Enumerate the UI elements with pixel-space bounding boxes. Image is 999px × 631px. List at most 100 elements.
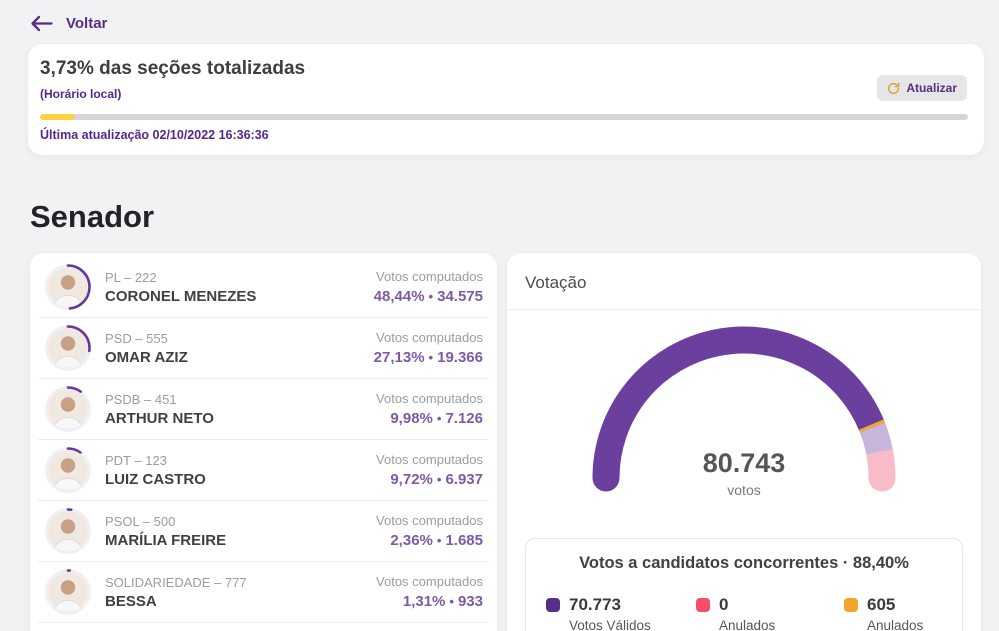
- legend-item-text: 70.773 Votos Válidos: [569, 595, 651, 631]
- candidate-avatar: [44, 568, 92, 616]
- candidate-row[interactable]: PSOL – 500 MARÍLIA FREIRE Votos computad…: [38, 501, 489, 562]
- candidate-identity: PDT – 123 LUIZ CASTRO: [105, 453, 206, 488]
- candidate-identity: PL – 222 CORONEL MENEZES: [105, 270, 256, 305]
- candidate-avatar: [44, 385, 92, 433]
- votacao-gauge: [592, 326, 896, 492]
- candidate-party: PSOL – 500: [105, 513, 176, 529]
- candidate-percent: 9,72%: [390, 471, 433, 488]
- candidate-identity: PSDB – 451 ARTHUR NETO: [105, 392, 214, 427]
- candidate-row[interactable]: PSD – 555 OMAR AZIZ Votos computados 27,…: [38, 318, 489, 379]
- legend-swatch: [844, 598, 858, 612]
- refresh-button[interactable]: Atualizar: [877, 75, 967, 101]
- legend-item-text: 605 Anulados Sub Judice: [867, 595, 942, 631]
- candidate-votes: 7.126: [445, 410, 483, 427]
- candidate-name: OMAR AZIZ: [105, 348, 188, 366]
- candidate-identity: PSD – 555 OMAR AZIZ: [105, 331, 188, 366]
- candidate-name: CORONEL MENEZES: [105, 287, 257, 305]
- votacao-card: Votação 80.743 votos Votos a candidatos …: [507, 253, 981, 631]
- candidate-votes: 933: [457, 593, 483, 610]
- candidate-name: MARÍLIA FREIRE: [105, 531, 227, 549]
- candidate-photo: [48, 450, 88, 490]
- votes-computed-label: Votos computados: [376, 391, 483, 406]
- candidate-avatar: [44, 507, 92, 555]
- vote-share-ring: [45, 447, 91, 493]
- candidate-result: Votos computados 9,72% • 6.937: [376, 452, 483, 488]
- candidate-avatar: [44, 263, 92, 311]
- candidate-avatar: [44, 446, 92, 494]
- candidate-percent: 27,13%: [373, 349, 425, 366]
- candidate-list: PL – 222 CORONEL MENEZES Votos computado…: [30, 257, 497, 623]
- candidate-row[interactable]: PDT – 123 LUIZ CASTRO Votos computados 9…: [38, 440, 489, 501]
- candidate-result: Votos computados 2,36% • 1.685: [376, 513, 483, 549]
- legend-swatch: [546, 598, 560, 612]
- vote-share-ring: [45, 264, 91, 310]
- votacao-title: Votação: [507, 253, 981, 310]
- candidate-result: Votos computados 9,98% • 7.126: [376, 391, 483, 427]
- votes-computed-label: Votos computados: [376, 513, 483, 528]
- totalization-progress-fill: [40, 114, 75, 120]
- candidate-name: ARTHUR NETO: [105, 409, 214, 427]
- back-button[interactable]: Voltar: [30, 15, 107, 32]
- bullet-separator: •: [436, 411, 442, 426]
- bullet-separator: •: [436, 472, 442, 487]
- legend-item: 0 Anulados: [696, 595, 844, 631]
- arrow-left-icon: [30, 15, 53, 32]
- candidate-party: PDT – 123: [105, 452, 167, 468]
- refresh-label: Atualizar: [906, 81, 957, 95]
- page-title: Senador: [30, 199, 155, 234]
- candidate-votes: 6.937: [445, 471, 483, 488]
- vote-share-ring: [45, 325, 91, 371]
- candidate-identity: PSOL – 500 MARÍLIA FREIRE: [105, 514, 226, 549]
- topbar: Voltar: [0, 0, 999, 36]
- vote-share-ring: [45, 508, 91, 554]
- legend-item-label: Anulados: [719, 618, 776, 631]
- votes-computed-label: Votos computados: [376, 330, 483, 345]
- candidate-percent: 48,44%: [373, 288, 425, 305]
- vote-share-ring: [45, 386, 91, 432]
- candidate-result: Votos computados 48,44% • 34.575: [374, 269, 483, 305]
- candidate-percent: 9,98%: [390, 410, 433, 427]
- candidate-name: LUIZ CASTRO: [105, 470, 206, 488]
- candidate-photo: [48, 511, 88, 551]
- candidate-photo: [48, 389, 88, 429]
- votes-computed-label: Votos computados: [376, 574, 483, 589]
- legend-item-label: Votos Válidos: [569, 618, 651, 631]
- totalization-title: 3,73% das seções totalizadas: [40, 58, 306, 79]
- bullet-separator: •: [436, 533, 442, 548]
- totalization-progress: [40, 114, 968, 120]
- legend-item-label: Anulados Sub Judice: [867, 618, 924, 631]
- candidate-row[interactable]: PL – 222 CORONEL MENEZES Votos computado…: [38, 257, 489, 318]
- candidate-percent: 1,31%: [402, 593, 446, 610]
- refresh-icon: [887, 82, 900, 95]
- candidate-party: PL – 222: [105, 269, 157, 285]
- legend-items: 70.773 Votos Válidos 0 Anulados 605 Anul…: [546, 595, 942, 631]
- candidate-name: BESSA: [105, 592, 157, 610]
- legend-swatch: [696, 598, 710, 612]
- candidate-party: PSD – 555: [105, 330, 168, 346]
- candidate-party: SOLIDARIEDADE – 777: [105, 574, 247, 590]
- content-columns: PL – 222 CORONEL MENEZES Votos computado…: [30, 253, 981, 631]
- legend-title: Votos a candidatos concorrentes · 88,40%: [579, 554, 909, 572]
- candidate-row[interactable]: PSDB – 451 ARTHUR NETO Votos computados …: [38, 379, 489, 440]
- legend-item: 70.773 Votos Válidos: [546, 595, 696, 631]
- totalization-card: 3,73% das seções totalizadas (Horário lo…: [28, 44, 984, 155]
- legend-item-value: 0: [719, 595, 729, 614]
- totalization-subtitle: (Horário local): [40, 87, 122, 101]
- legend-item-value: 70.773: [569, 595, 621, 614]
- candidates-card: PL – 222 CORONEL MENEZES Votos computado…: [30, 253, 497, 631]
- legend-box: Votos a candidatos concorrentes · 88,40%…: [525, 538, 963, 631]
- candidate-photo: [48, 267, 88, 307]
- candidate-party: PSDB – 451: [105, 391, 177, 407]
- candidate-percent: 2,36%: [390, 532, 433, 549]
- bullet-separator: •: [428, 350, 434, 365]
- votes-computed-label: Votos computados: [376, 452, 483, 467]
- candidate-row[interactable]: SOLIDARIEDADE – 777 BESSA Votos computad…: [38, 562, 489, 623]
- legend-item-value: 605: [867, 595, 896, 614]
- votacao-gauge-area: 80.743 votos: [507, 326, 981, 498]
- last-update-text: Última atualização 02/10/2022 16:36:36: [40, 128, 269, 142]
- bullet-separator: •: [449, 594, 454, 609]
- back-label: Voltar: [66, 14, 108, 32]
- legend-item: 605 Anulados Sub Judice: [844, 595, 942, 631]
- candidate-photo: [48, 572, 88, 612]
- vote-share-ring: [45, 569, 91, 615]
